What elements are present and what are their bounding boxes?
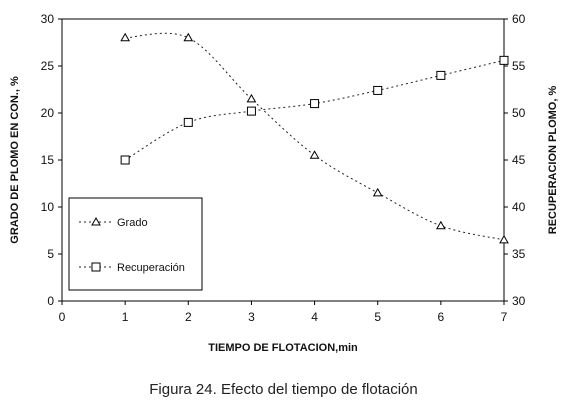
legend-marker-square [91,262,101,272]
series-line-recuperacion [124,59,505,161]
data-point-grado [372,187,383,197]
y-right-tick-label: 30 [512,294,526,308]
y-axis-right-label: RECUPERACION PLOMO, % [547,86,559,235]
y-axis-left-label: GRADO DE PLOMO EN CON., % [9,76,21,244]
y-right-tick-label: 45 [512,153,526,167]
data-point-grado [435,220,446,230]
legend-label-grado: Grado [117,217,148,229]
y-left-tick-label: 25 [41,59,55,73]
x-tick-label: 7 [501,310,508,324]
y-left-tick-label: 20 [41,106,55,120]
x-axis-label: TIEMPO DE FLOTACION,min [208,342,358,354]
data-point-recuperacion [499,55,509,65]
data-point-grado [246,93,257,103]
data-point-grado [183,32,194,42]
data-point-grado [309,150,320,159]
x-tick-label: 1 [122,310,129,324]
data-point-recuperacion [310,99,320,109]
y-right-tick-label: 35 [512,247,526,261]
y-right-tick-label: 40 [512,200,526,214]
figure-caption: Figura 24. Efecto del tiempo de flotació… [149,381,418,398]
data-point-recuperacion [120,155,130,165]
x-tick-label: 6 [438,310,445,324]
x-tick-label: 3 [248,310,255,324]
y-right-tick-label: 50 [512,106,526,120]
y-right-tick-label: 60 [512,12,526,26]
x-tick-label: 5 [374,310,381,324]
data-point-recuperacion [246,106,256,116]
x-tick-label: 2 [185,310,192,324]
y-left-tick-label: 30 [41,12,55,26]
data-point-recuperacion [183,117,193,127]
y-right-tick-label: 55 [512,59,526,73]
y-left-tick-label: 10 [41,200,55,214]
legend-label-recuperacion: Recuperación [117,262,185,274]
y-left-tick-label: 5 [47,247,54,261]
y-left-tick-label: 0 [47,294,54,308]
legend-marker-triangle [91,216,101,226]
data-point-grado [499,234,509,244]
legend: Grado Recuperación [68,197,203,291]
x-tick-label: 0 [59,310,66,324]
x-tick-label: 4 [311,310,318,324]
data-point-grado [120,32,131,42]
data-point-recuperacion [436,70,446,80]
data-point-recuperacion [373,85,383,95]
legend-box [68,197,203,291]
y-left-tick-label: 15 [41,153,55,167]
